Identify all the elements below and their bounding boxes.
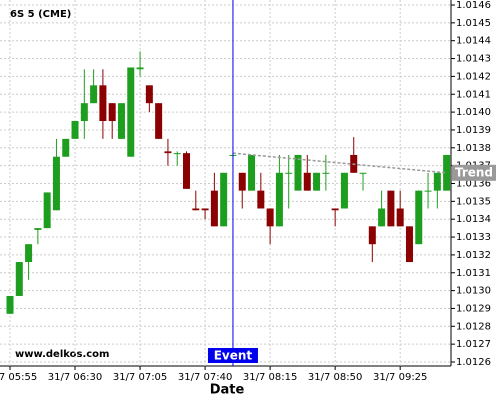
candle-body [294, 154, 302, 191]
y-tick-label: 1.0145 [456, 18, 491, 29]
candle-body [136, 67, 144, 70]
candle-body [117, 103, 125, 139]
trend-label-box [452, 164, 496, 181]
candle-body [127, 67, 135, 157]
candle-body [71, 121, 79, 139]
y-tick-label: 1.0130 [456, 286, 491, 297]
candle-body [424, 190, 432, 192]
candle-body [331, 208, 339, 211]
chart-title: 6S 5 (CME) [10, 9, 71, 20]
y-tick-label: 1.0132 [456, 250, 491, 261]
candle-body [183, 153, 191, 189]
trend-label: Trend [455, 165, 493, 179]
y-tick-label: 1.0141 [456, 89, 491, 100]
candle-body [34, 228, 42, 230]
candle-body [43, 192, 51, 229]
candle-body [405, 226, 413, 263]
y-tick-label: 1.0139 [456, 125, 491, 136]
candle-body [80, 103, 88, 122]
y-tick-label: 1.0133 [456, 232, 491, 243]
x-axis-title: Date [210, 383, 245, 398]
x-tick-label: 31/7 06:30 [48, 372, 102, 383]
y-tick-label: 1.0126 [456, 357, 491, 368]
y-tick-label: 1.0138 [456, 143, 491, 154]
candle-body [210, 190, 218, 227]
candle-body [238, 172, 246, 191]
candle-body [368, 226, 376, 245]
candle-body [387, 190, 395, 227]
candle-body [313, 172, 321, 191]
candle-body [257, 190, 265, 209]
candle-body [248, 154, 256, 191]
candle-body [192, 208, 200, 211]
candle-body [303, 172, 311, 191]
y-tick-label: 1.0131 [456, 268, 491, 279]
candle-body [155, 103, 163, 139]
candle-body [108, 103, 116, 122]
x-tick-label: 31/7 07:40 [178, 372, 232, 383]
candle-body [340, 172, 348, 209]
candle-body [396, 208, 404, 227]
y-tick-label: 1.0143 [456, 54, 491, 65]
candle-body [99, 85, 107, 122]
event-label-box [207, 348, 258, 363]
candle-body [173, 153, 181, 155]
event-label: Event [214, 349, 253, 363]
y-tick-label: 1.0140 [456, 107, 491, 118]
y-tick-label: 1.0146 [456, 0, 491, 11]
candle-body [25, 244, 33, 263]
y-tick-label: 1.0129 [456, 303, 491, 314]
candle-body [275, 172, 283, 227]
candle-body [433, 172, 441, 191]
x-tick-label: 31/7 08:50 [308, 372, 362, 383]
y-tick-label: 1.0142 [456, 71, 491, 82]
candle-body [62, 138, 70, 157]
candle-body [164, 151, 172, 154]
candle-body [415, 190, 423, 245]
candle-body [359, 172, 367, 174]
candle-body [266, 208, 274, 227]
y-tick-label: 1.0128 [456, 321, 491, 332]
x-tick-label: 31/7 08:15 [243, 372, 297, 383]
candle-body [378, 208, 386, 227]
watermark: www.delkos.com [15, 349, 109, 360]
candle-body [52, 156, 60, 211]
trend-line [232, 152, 447, 174]
candle-body [220, 172, 228, 227]
candle-body [285, 172, 293, 174]
y-tick-label: 1.0127 [456, 339, 491, 350]
candle-body [322, 172, 330, 174]
x-tick-label: 31/7 05:55 [0, 372, 37, 383]
x-tick-label: 31/7 07:05 [113, 372, 167, 383]
candle-body [443, 154, 451, 191]
candle-body [15, 262, 23, 296]
candle-body [90, 85, 98, 104]
candle-body [201, 208, 209, 211]
x-tick-label: 31/7 09:25 [373, 372, 427, 383]
candle-body [145, 85, 153, 104]
y-tick-label: 1.0144 [456, 36, 491, 47]
y-tick-label: 1.0135 [456, 196, 491, 207]
candle-body [6, 295, 14, 314]
y-tick-label: 1.0136 [456, 179, 491, 190]
y-tick-label: 1.0134 [456, 214, 491, 225]
